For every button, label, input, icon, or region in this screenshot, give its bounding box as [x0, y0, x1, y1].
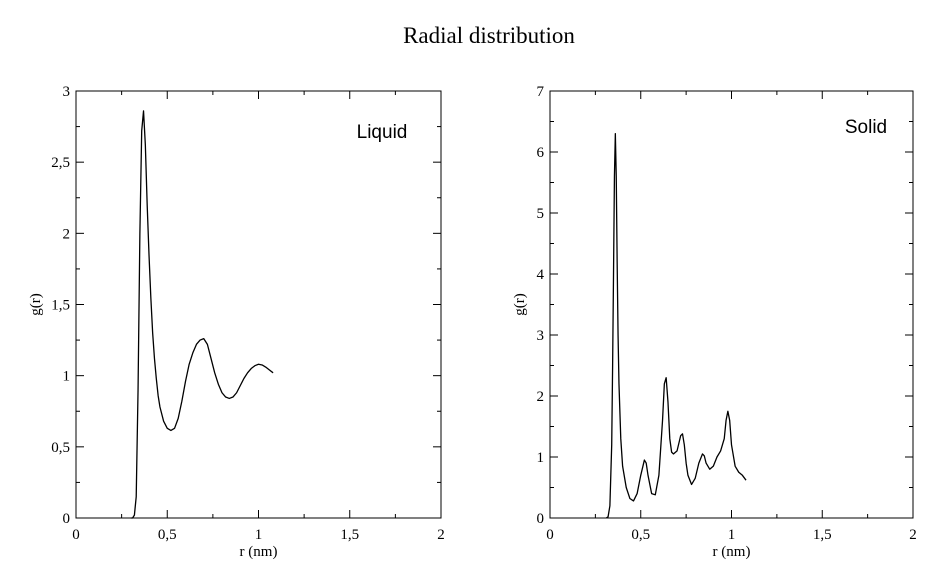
y-tick-label: 1 [63, 369, 71, 385]
y-tick-label: 6 [537, 145, 545, 161]
y-tick-label: 2 [63, 226, 71, 242]
x-axis-label: r (nm) [240, 544, 278, 560]
y-axis-label: g(r) [512, 293, 528, 316]
y-axis-label: g(r) [28, 293, 44, 316]
plot-frame [549, 90, 914, 519]
x-tick-label: 1 [728, 527, 736, 543]
y-tick-label: 7 [537, 84, 545, 100]
x-tick-label: 0,5 [631, 527, 650, 543]
plot-frame [75, 90, 442, 519]
y-tick-label: 1,5 [51, 298, 70, 314]
series-line [605, 133, 747, 519]
y-tick-label: 1 [537, 450, 545, 466]
y-tick-label: 5 [537, 206, 545, 222]
x-tick-label: 1,5 [813, 527, 832, 543]
panel-annotation: Solid [845, 117, 887, 138]
x-tick-label: 0 [72, 527, 80, 543]
y-tick-label: 2,5 [51, 155, 70, 171]
panel-solid: 0 0,5 1 1,5 2 0 1 2 3 4 5 6 7 r (nm) g(r) Solid [512, 84, 917, 560]
panel-annotation: Liquid [357, 122, 408, 143]
y-tick-label: 0 [63, 511, 71, 527]
panel-liquid: 0 0,5 1 1,5 2 0 0,5 1 1,5 2 2,5 3 r (nm) g(r) Liquid [28, 84, 445, 560]
figure-title: Radial distribution [403, 23, 575, 48]
x-tick-label: 2 [909, 527, 917, 543]
y-tick-label: 0,5 [51, 440, 70, 456]
x-tick-label: 0 [546, 527, 554, 543]
y-tick-label: 0 [537, 511, 545, 527]
series-line [130, 110, 274, 519]
x-tick-label: 1,5 [340, 527, 359, 543]
y-tick-label: 4 [537, 267, 545, 283]
x-tick-label: 0,5 [158, 527, 177, 543]
y-tick-label: 3 [537, 328, 545, 344]
x-tick-label: 1 [255, 527, 263, 543]
x-tick-label: 2 [437, 527, 445, 543]
y-tick-label: 2 [537, 389, 545, 405]
y-tick-label: 3 [63, 84, 71, 100]
x-axis-label: r (nm) [713, 544, 751, 560]
